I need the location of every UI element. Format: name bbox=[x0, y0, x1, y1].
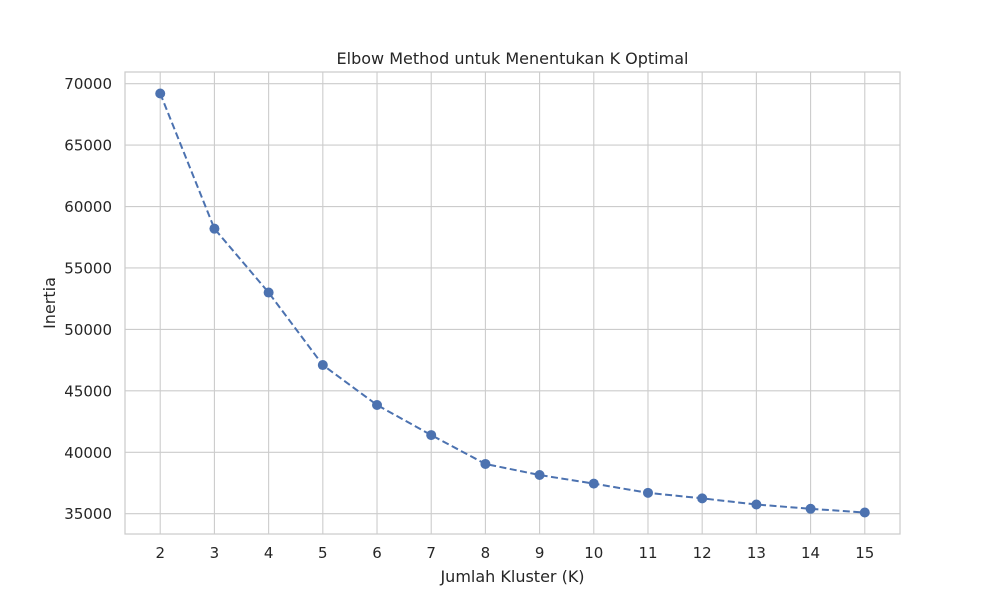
grid-lines bbox=[125, 72, 900, 534]
data-point bbox=[263, 287, 274, 298]
x-tick-label: 3 bbox=[210, 544, 220, 562]
plot-frame bbox=[124, 71, 901, 535]
data-point bbox=[317, 360, 328, 371]
data-point bbox=[372, 399, 383, 410]
data-point bbox=[642, 487, 653, 498]
data-point bbox=[859, 507, 870, 518]
y-tick-label: 70000 bbox=[64, 75, 112, 93]
data-point bbox=[697, 493, 708, 504]
data-point bbox=[209, 223, 220, 234]
x-tick-label: 15 bbox=[855, 544, 874, 562]
data-point bbox=[751, 499, 762, 510]
y-tick-label: 50000 bbox=[64, 321, 112, 339]
x-tick-label: 8 bbox=[481, 544, 491, 562]
y-tick-label: 40000 bbox=[64, 444, 112, 462]
y-tick-label: 65000 bbox=[64, 137, 112, 155]
y-tick-label: 35000 bbox=[64, 505, 112, 523]
x-tick-label: 7 bbox=[426, 544, 436, 562]
chart-title: Elbow Method untuk Menentukan K Optimal bbox=[337, 49, 689, 68]
data-point bbox=[155, 88, 166, 99]
y-tick-label: 60000 bbox=[64, 198, 112, 216]
x-tick-label: 9 bbox=[535, 544, 545, 562]
y-tick-label: 45000 bbox=[64, 382, 112, 400]
y-axis-label: Inertia bbox=[40, 277, 59, 329]
series-layer bbox=[155, 88, 870, 518]
x-tick-label: 2 bbox=[155, 544, 165, 562]
x-tick-label: 12 bbox=[693, 544, 712, 562]
series-line bbox=[159, 93, 865, 514]
y-tick-label: 55000 bbox=[64, 259, 112, 277]
x-tick-labels: 2 3 4 5 6 7 8 9 10 11 12 13 14 15 bbox=[155, 544, 874, 562]
x-tick-label: 4 bbox=[264, 544, 274, 562]
x-tick-label: 10 bbox=[584, 544, 603, 562]
x-tick-label: 5 bbox=[318, 544, 328, 562]
y-tick-labels: 35000 40000 45000 50000 55000 60000 65000 70000 bbox=[64, 75, 112, 523]
x-tick-label: 14 bbox=[801, 544, 820, 562]
data-point bbox=[805, 503, 816, 514]
x-tick-label: 13 bbox=[747, 544, 766, 562]
data-point bbox=[426, 430, 437, 441]
data-point bbox=[588, 478, 599, 489]
data-point bbox=[480, 458, 491, 469]
data-point bbox=[534, 470, 545, 481]
x-tick-label: 11 bbox=[638, 544, 657, 562]
x-tick-label: 6 bbox=[372, 544, 382, 562]
x-axis-label: Jumlah Kluster (K) bbox=[439, 567, 584, 586]
